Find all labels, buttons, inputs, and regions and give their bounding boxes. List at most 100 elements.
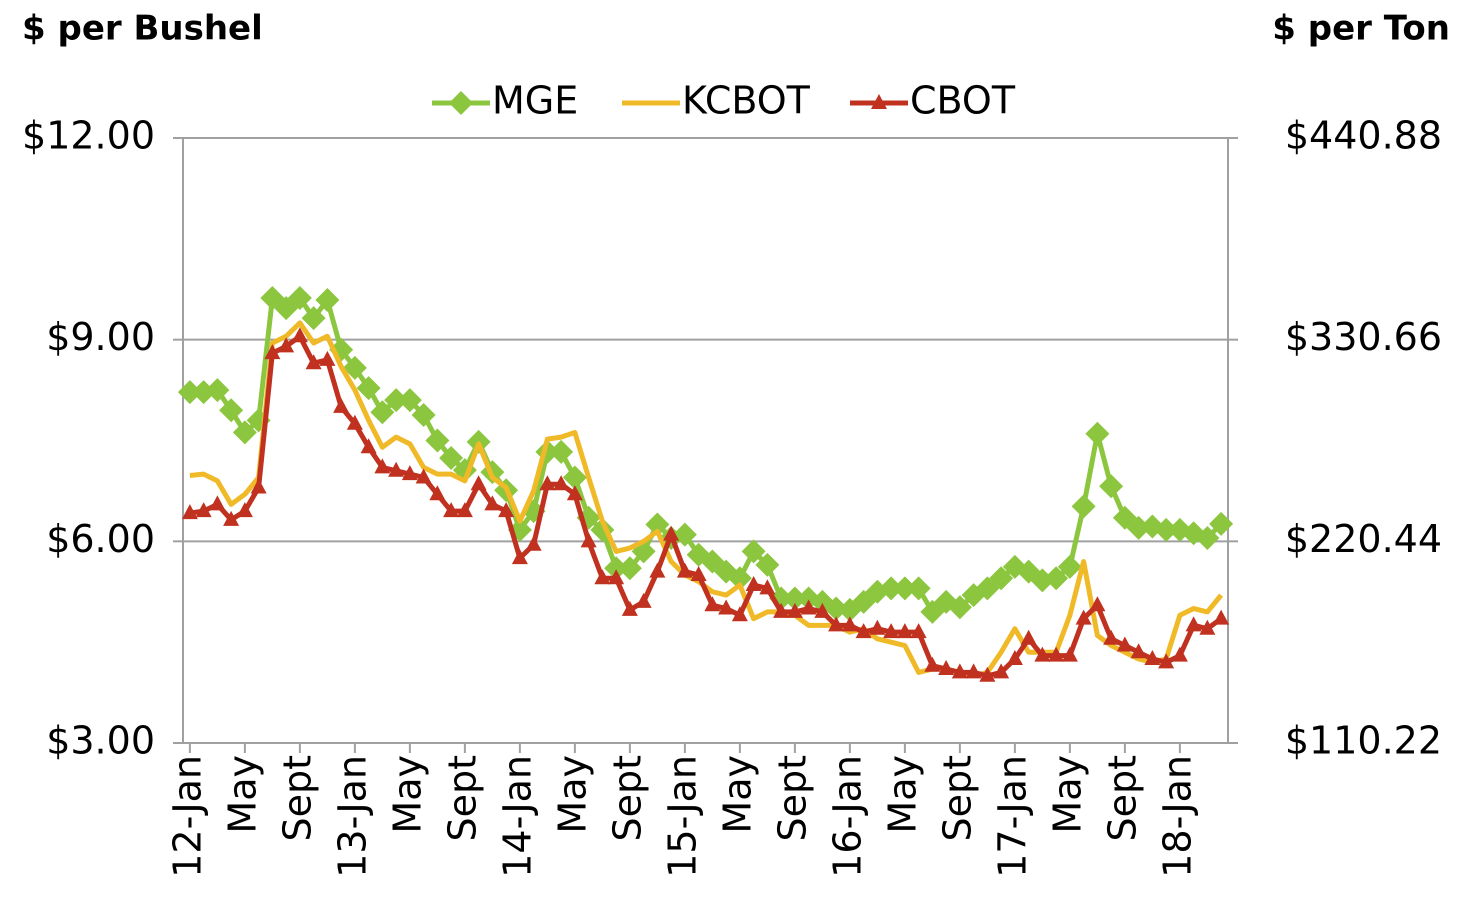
legend-label: KCBOT [682, 79, 811, 123]
point-marker [384, 388, 409, 413]
point-marker [1044, 566, 1069, 591]
point-marker [1061, 646, 1078, 662]
point-marker [1185, 616, 1202, 632]
point-marker [824, 596, 849, 621]
point-marker [511, 549, 528, 565]
point-marker [989, 566, 1014, 591]
point-marker [782, 586, 807, 611]
point-marker [1213, 609, 1230, 625]
point-marker [993, 663, 1010, 679]
point-marker [429, 485, 446, 501]
point-marker [1116, 636, 1133, 652]
point-marker [731, 606, 748, 622]
point-marker [415, 468, 432, 484]
point-marker [635, 592, 652, 608]
y-tick-label: $6.00 [46, 517, 155, 561]
x-tick-label: Sept [605, 755, 649, 842]
point-marker [1034, 646, 1051, 662]
point-marker [425, 428, 450, 453]
point-marker [374, 458, 391, 474]
point-marker [177, 380, 202, 405]
x-tick-label: 17-Jan [990, 755, 1034, 878]
y2-tick-label: $110.22 [1285, 719, 1442, 763]
x-tick-label: 14-Jan [495, 755, 539, 878]
point-marker [896, 623, 913, 639]
point-marker [356, 376, 381, 401]
point-marker [397, 388, 422, 413]
point-marker [841, 616, 858, 632]
point-marker [594, 569, 611, 585]
series-line [189, 333, 1223, 679]
point-marker [892, 576, 917, 601]
point-marker [800, 599, 817, 615]
point-marker [580, 532, 597, 548]
point-marker [676, 562, 693, 578]
point-marker [562, 465, 587, 490]
point-marker [1006, 649, 1023, 665]
y2-tick-label: $330.66 [1285, 315, 1442, 359]
x-tick-label: 16-Jan [825, 755, 869, 878]
series-line [189, 320, 1224, 679]
point-marker [663, 525, 680, 541]
point-marker [439, 445, 464, 470]
point-marker [604, 556, 629, 581]
point-marker [1103, 629, 1120, 645]
point-marker [621, 600, 638, 616]
x-tick-label: Sept [1100, 755, 1144, 842]
point-marker [814, 602, 831, 618]
point-marker [411, 402, 436, 427]
legend-label: MGE [492, 79, 578, 123]
point-marker [1075, 609, 1092, 625]
point-marker [1071, 494, 1096, 519]
point-marker [401, 465, 418, 481]
y2-tick-label: $440.88 [1285, 114, 1442, 158]
point-marker [1195, 525, 1220, 550]
point-marker [1144, 649, 1161, 665]
point-marker [443, 502, 460, 518]
point-marker [883, 623, 900, 639]
point-marker [301, 306, 326, 331]
point-marker [305, 354, 322, 370]
point-marker [346, 414, 363, 430]
point-marker [181, 504, 198, 520]
point-marker [1158, 653, 1175, 669]
point-marker [979, 666, 996, 682]
point-marker [1057, 554, 1082, 579]
point-marker [333, 397, 350, 413]
point-marker [205, 378, 230, 403]
point-marker [608, 569, 625, 585]
point-marker [1099, 474, 1124, 499]
point-marker [951, 663, 968, 679]
point-marker [690, 565, 707, 581]
point-marker [741, 539, 766, 564]
point-marker [360, 438, 377, 454]
x-tick-label: 18-Jan [1155, 755, 1199, 878]
y2-axis-title: $ per Ton [1272, 9, 1450, 49]
point-marker [947, 595, 972, 620]
point-marker [855, 623, 872, 639]
point-marker [470, 475, 487, 491]
point-marker [755, 552, 780, 577]
y-tick-label: $3.00 [46, 719, 155, 763]
x-tick-label: 13-Jan [330, 755, 374, 878]
point-marker [250, 478, 267, 494]
y-axis-title: $ per Bushel [22, 9, 263, 49]
point-marker [1048, 646, 1065, 662]
x-tick-label: 12-Jan [165, 755, 209, 878]
x-tick-label: 15-Jan [660, 755, 704, 878]
point-marker [759, 579, 776, 595]
point-marker [938, 660, 955, 676]
point-marker [549, 439, 574, 464]
x-tick-label: May [715, 755, 759, 834]
point-marker [525, 535, 542, 551]
point-marker [278, 337, 295, 353]
x-tick-label: May [220, 755, 264, 834]
point-marker [498, 502, 515, 518]
point-marker [388, 461, 405, 477]
point-marker [484, 495, 501, 511]
point-marker [727, 566, 752, 591]
point-marker [236, 502, 253, 518]
y-tick-label: $12.00 [22, 114, 155, 158]
point-marker [1085, 421, 1110, 446]
